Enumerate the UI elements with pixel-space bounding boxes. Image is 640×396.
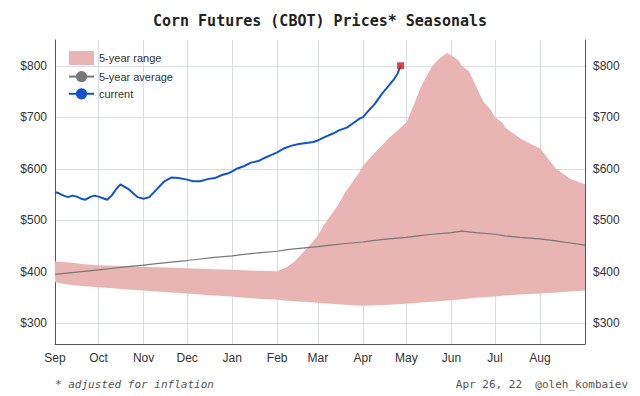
svg-text:Oct: Oct xyxy=(89,351,108,365)
svg-text:Mar: Mar xyxy=(307,351,328,365)
svg-text:$400: $400 xyxy=(593,265,620,279)
svg-text:5-year range: 5-year range xyxy=(99,52,161,64)
svg-text:Corn Futures (CBOT) Prices* Se: Corn Futures (CBOT) Prices* Seasonals xyxy=(153,12,487,30)
svg-text:May: May xyxy=(395,351,418,365)
svg-text:$700: $700 xyxy=(20,110,47,124)
svg-text:$800: $800 xyxy=(593,59,620,73)
svg-text:$400: $400 xyxy=(20,265,47,279)
svg-text:Jan: Jan xyxy=(222,351,241,365)
svg-text:$600: $600 xyxy=(593,162,620,176)
svg-text:Jul: Jul xyxy=(487,351,502,365)
svg-text:$800: $800 xyxy=(20,59,47,73)
svg-text:Nov: Nov xyxy=(133,351,154,365)
svg-text:current: current xyxy=(99,88,133,100)
svg-text:Sep: Sep xyxy=(44,351,66,365)
svg-text:Aug: Aug xyxy=(529,351,550,365)
svg-text:5-year average: 5-year average xyxy=(99,71,173,83)
svg-text:$500: $500 xyxy=(20,213,47,227)
svg-text:$600: $600 xyxy=(20,162,47,176)
svg-text:$500: $500 xyxy=(593,213,620,227)
svg-text:Feb: Feb xyxy=(267,351,288,365)
svg-text:Apr 26, 22 @oleh_kombaiev: Apr 26, 22 @oleh_kombaiev xyxy=(456,378,629,391)
svg-text:Apr: Apr xyxy=(353,351,372,365)
svg-text:Dec: Dec xyxy=(176,351,197,365)
svg-text:* adjusted for inflation: * adjusted for inflation xyxy=(55,378,214,391)
svg-text:$700: $700 xyxy=(593,110,620,124)
svg-text:$300: $300 xyxy=(593,316,620,330)
svg-text:$300: $300 xyxy=(20,316,47,330)
svg-text:Jun: Jun xyxy=(442,351,461,365)
